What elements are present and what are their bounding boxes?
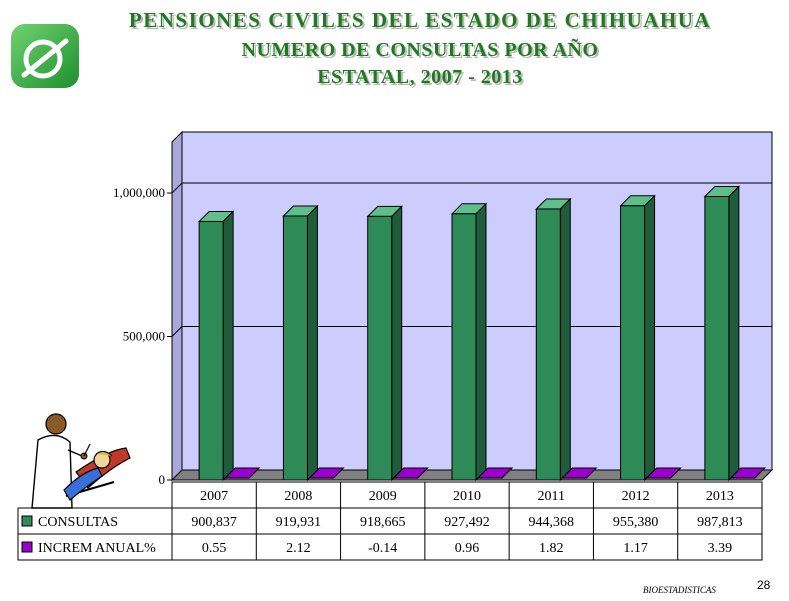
bar-side <box>306 204 318 482</box>
data-label: 927,492 <box>444 515 490 530</box>
data-label: 918,665 <box>360 515 406 530</box>
title-line-1: PENSIONES CIVILES DEL ESTADO DE CHIHUAHU… <box>128 8 712 32</box>
legend-swatch <box>21 515 33 527</box>
bar-side <box>728 185 740 482</box>
data-label: 1.17 <box>623 541 648 556</box>
data-label: 955,380 <box>613 515 659 530</box>
x-tick-label: 2011 <box>538 489 565 504</box>
x-tick-label: 2013 <box>706 489 734 504</box>
data-label: 2.12 <box>286 541 311 556</box>
legend-label: CONSULTAS <box>38 515 118 530</box>
x-tick-label: 2010 <box>453 489 481 504</box>
data-label: 987,813 <box>697 515 743 530</box>
bar-side <box>222 210 234 482</box>
y-tick-label: 0 <box>159 472 166 487</box>
data-label: -0.14 <box>368 541 397 556</box>
y-tick-label: 1,000,000 <box>113 185 165 200</box>
bar-increm-anual <box>561 467 598 479</box>
title-line-2: NUMERO DE CONSULTAS POR AÑO <box>241 39 599 61</box>
data-label: 919,931 <box>276 515 322 530</box>
legend-label: INCREM ANUAL% <box>38 541 156 556</box>
bar-increm-anual <box>645 467 682 479</box>
data-label: 944,368 <box>529 515 575 530</box>
bar-consultas <box>198 220 224 481</box>
gridline-side <box>171 182 183 194</box>
x-tick-label: 2008 <box>284 489 312 504</box>
gridline-side <box>171 326 183 337</box>
data-label: 1.82 <box>539 541 564 556</box>
bar-side <box>559 197 571 482</box>
bar-increm-anual <box>392 467 429 479</box>
data-label: 0.96 <box>455 541 480 556</box>
bar-consultas <box>367 215 393 481</box>
bar-consultas <box>704 195 730 481</box>
dentist-patient-icon <box>31 413 131 509</box>
bar-consultas <box>282 215 308 481</box>
bar-increm-anual <box>308 467 345 479</box>
bar-consultas <box>451 213 477 481</box>
data-label: 3.39 <box>708 541 733 556</box>
data-label: 900,837 <box>191 515 237 530</box>
title-line-3: ESTATAL, 2007 - 2013 <box>317 66 523 88</box>
bar-consultas <box>620 205 646 481</box>
y-tick-label: 500,000 <box>123 329 165 344</box>
bar-increm-anual <box>476 467 514 479</box>
bar-side <box>475 202 487 482</box>
bars <box>197 185 767 482</box>
footer-tag: BIOESTADISTICAS <box>643 585 716 595</box>
page-number: 28 <box>757 578 771 592</box>
data-table: 2007 2008 2009 2010 2011 2012 2013 CONSULTAS 900… <box>17 481 763 561</box>
y-axis: 0 500,000 1,000,000 <box>113 185 172 487</box>
pensiones-logo-icon <box>11 24 79 88</box>
bar-increm-anual <box>223 467 261 479</box>
legend-swatch <box>21 541 33 553</box>
x-tick-label: 2009 <box>369 489 397 504</box>
data-label: 0.55 <box>202 541 227 556</box>
bar-side <box>644 194 656 482</box>
bar-consultas <box>535 208 561 481</box>
x-tick-label: 2012 <box>622 489 650 504</box>
x-tick-label: 2007 <box>200 489 228 504</box>
bar-side <box>391 205 403 482</box>
bar-increm-anual <box>729 467 767 479</box>
